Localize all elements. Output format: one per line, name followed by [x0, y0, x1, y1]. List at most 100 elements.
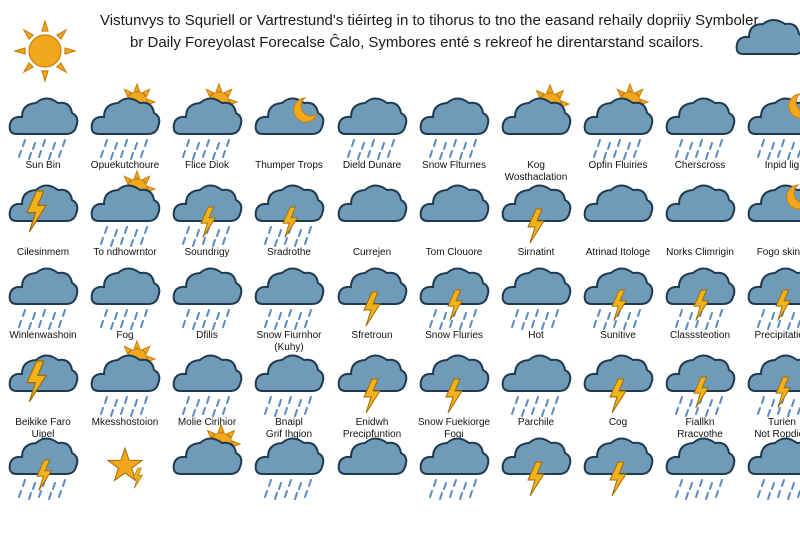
cloud-rain-icon: [337, 97, 408, 160]
cloud-sun-rain-icon: [583, 82, 654, 160]
weather-label: Fogo skinw: [756, 247, 800, 258]
weather-tile: Inpid lig: [741, 88, 800, 172]
weather-tile: Bnaipl Grif Ihgion: [248, 345, 330, 441]
weather-tile: Hot: [495, 258, 577, 342]
cloud-rain-icon: [665, 97, 736, 160]
weather-tile: Turien Not Ropdion: [741, 345, 800, 441]
weather-tile: Flice Diok: [166, 82, 248, 172]
weather-tile: Sirnatint: [495, 175, 577, 259]
weather-label: Kog Wosthaclation: [504, 160, 568, 183]
weather-label: Classsteotion: [669, 330, 731, 341]
weather-tile: Soundrigy: [166, 175, 248, 259]
weather-label: Enidwh Precipfuntion: [342, 417, 402, 440]
weather-label: Opfin Fluiries: [588, 160, 648, 171]
cloud-icon: [665, 184, 736, 222]
cloud-storm-icon: [501, 437, 572, 497]
cloud-storm-rain-icon: [665, 354, 736, 417]
cloud-storm-rain-icon: [419, 267, 490, 330]
weather-label: Cherscross: [674, 160, 726, 171]
cloud-storm-rain-icon: [254, 184, 325, 247]
weather-tile: Kog Wosthaclation: [495, 83, 577, 184]
lightning-bolt-icon: [8, 184, 79, 233]
weather-tile: Dield Dunare: [331, 88, 413, 172]
weather-label: Opuekutchoure: [90, 160, 160, 171]
cloud-sun-rain-icon: [90, 339, 161, 417]
weather-label: Thumper Trops: [255, 160, 323, 171]
cloud-icon: [419, 184, 490, 222]
weather-tile: Parchile: [495, 345, 577, 429]
weather-label: Dfilis: [196, 330, 218, 341]
weather-tile: Classsteotion: [659, 258, 741, 342]
weather-label: Cog: [608, 417, 628, 428]
weather-tile: Cilesinmem: [2, 175, 84, 259]
weather-label: Molie Cirihior: [177, 417, 237, 428]
cloud-moon-icon: [747, 184, 800, 222]
weather-label: Flice Diok: [185, 160, 229, 171]
weather-label: Currejen: [352, 247, 392, 258]
weather-tile: Fog: [84, 258, 166, 342]
header: Vistunvys to Squriell or Vartrestund's t…: [100, 10, 800, 54]
weather-tile: Enidwh Precipfuntion: [331, 345, 413, 441]
weather-tile: [331, 428, 413, 500]
weather-tile: Snow Flturnes: [413, 88, 495, 172]
weather-label: Snow Fluries: [425, 330, 483, 341]
weather-label: Bnaipl Grif Ihgion: [265, 417, 313, 440]
weather-tile: Sfretroun: [331, 258, 413, 342]
lightning-star-icon: [106, 446, 144, 489]
weather-tile: Opuekutchoure: [84, 82, 166, 172]
weather-tile: Sunitive: [577, 258, 659, 342]
weather-tile: Winlenwashoin: [2, 258, 84, 342]
cloud-rain-icon: [172, 267, 243, 330]
weather-tile: Sun Bin: [2, 88, 84, 172]
weather-tile: [495, 428, 577, 500]
cloud-storm-icon: [583, 437, 654, 497]
weather-label: Winlenwashoin: [9, 330, 77, 341]
cloud-rain-icon: [419, 437, 490, 500]
cloud-rain-icon: [8, 97, 79, 160]
weather-label: Sfretroun: [351, 330, 393, 341]
weather-label: Dield Dunare: [342, 160, 402, 171]
weather-tile: [413, 428, 495, 500]
cloud-storm-rain-icon: [8, 437, 79, 500]
weather-tile: Dfilis: [166, 258, 248, 342]
lightning-bolt-icon: [8, 354, 79, 403]
cloud-storm-icon: [583, 354, 654, 414]
weather-tile: Snow Fiurnhor (Kuhy): [248, 258, 330, 354]
weather-label: Fog: [116, 330, 134, 341]
cloud-rain-icon: [172, 354, 243, 417]
cloud-storm-rain-icon: [172, 184, 243, 247]
weather-tile: Atrinad Itologe: [577, 175, 659, 259]
cloud-sun-rain-icon: [172, 82, 243, 160]
corner-cloud-icon: [735, 19, 800, 56]
weather-label: Sradrothe: [267, 247, 311, 258]
weather-label: Tom Clouore: [425, 247, 483, 258]
cloud-storm-rain-icon: [665, 267, 736, 330]
weather-label: Snow Flturnes: [422, 160, 486, 171]
cloud-rain-icon: [254, 437, 325, 500]
weather-tile: Molie Cirihior: [166, 345, 248, 429]
cloud-sun-icon: [172, 423, 243, 475]
weather-label: Soundrigy: [184, 247, 230, 258]
weather-tile: [166, 423, 248, 500]
weather-label: Turien Not Ropdion: [754, 417, 800, 440]
cloud-rain-icon: [254, 267, 325, 330]
cloud-storm-icon: [419, 354, 490, 414]
weather-label: Atrinad Itologe: [585, 247, 651, 258]
cloud-rain-icon: [254, 354, 325, 417]
cloud-sun-rain-icon: [90, 169, 161, 247]
cloud-storm-rain-icon: [583, 267, 654, 330]
weather-tile: [2, 428, 84, 500]
weather-tile: [659, 428, 741, 500]
weather-label: Sirnatint: [517, 247, 555, 258]
weather-tile: [741, 428, 800, 500]
weather-tile: Precipitation: [741, 258, 800, 342]
cloud-moon-rain-icon: [747, 93, 800, 160]
weather-tile: Cherscross: [659, 88, 741, 172]
header-line-1: Vistunvys to Squriell or Vartrestund's t…: [100, 12, 759, 29]
weather-tile: Mkesshostoion: [84, 339, 166, 429]
weather-label: Parchile: [517, 417, 555, 428]
weather-label: Inpid lig: [764, 160, 800, 171]
cloud-icon: [583, 184, 654, 222]
weather-label: Snow Fuekiorge Fogi: [417, 417, 491, 440]
